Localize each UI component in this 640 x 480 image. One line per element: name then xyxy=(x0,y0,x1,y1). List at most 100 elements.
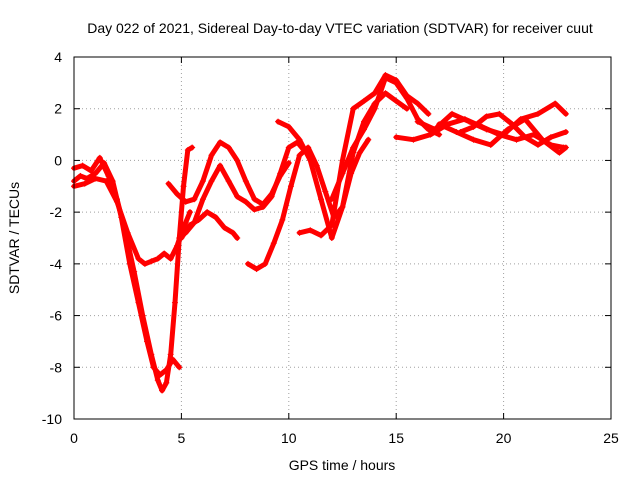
series-line xyxy=(178,209,240,241)
series-group xyxy=(71,72,569,394)
data-point xyxy=(487,141,494,148)
data-point xyxy=(199,196,206,203)
data-point xyxy=(547,134,554,141)
data-point xyxy=(322,188,329,195)
y-tick-label: 0 xyxy=(54,152,62,168)
data-point xyxy=(449,110,456,117)
data-point xyxy=(339,170,346,177)
data-point xyxy=(285,160,292,167)
data-point xyxy=(212,214,219,221)
data-point xyxy=(425,110,432,117)
data-point xyxy=(225,144,232,151)
data-point xyxy=(148,258,155,265)
series-line xyxy=(415,101,569,138)
data-point xyxy=(562,110,569,117)
data-point xyxy=(296,136,303,143)
data-point xyxy=(262,260,269,267)
chart-title: Day 022 of 2021, Sidereal Day-to-day VTE… xyxy=(87,20,593,36)
data-point xyxy=(350,144,357,151)
data-point xyxy=(251,196,258,203)
data-point xyxy=(178,235,185,241)
data-point xyxy=(165,180,172,187)
data-point xyxy=(92,170,99,177)
y-tick-label: -2 xyxy=(50,204,63,220)
ticks xyxy=(73,56,612,420)
data-point xyxy=(234,193,241,200)
data-point xyxy=(195,216,202,223)
series-line xyxy=(183,139,309,236)
data-point xyxy=(229,229,236,236)
data-point xyxy=(253,266,260,273)
data-point xyxy=(534,141,541,148)
data-point xyxy=(483,113,490,120)
plot-frame xyxy=(73,56,612,420)
data-point xyxy=(483,126,490,133)
data-point xyxy=(105,172,112,179)
y-tick-label: -4 xyxy=(50,256,63,272)
data-point xyxy=(124,229,131,236)
x-tick-label: 0 xyxy=(70,430,78,446)
data-point xyxy=(382,90,389,97)
data-point xyxy=(522,116,529,123)
data-point xyxy=(208,152,215,159)
x-axis-label: GPS time / hours xyxy=(289,457,396,473)
data-point xyxy=(496,110,503,117)
data-point xyxy=(148,351,155,358)
data-point xyxy=(414,118,421,125)
data-point xyxy=(466,118,473,125)
x-tick-label: 25 xyxy=(603,430,619,446)
data-point xyxy=(167,351,174,358)
data-point xyxy=(199,178,206,185)
data-point xyxy=(135,255,142,262)
data-point xyxy=(186,209,193,216)
data-point xyxy=(285,144,292,151)
data-point xyxy=(513,136,520,143)
series-trace-3 xyxy=(71,175,193,267)
data-point xyxy=(184,147,191,154)
data-point xyxy=(103,178,110,185)
data-point xyxy=(242,198,249,205)
data-point xyxy=(96,154,103,161)
x-tick-label: 5 xyxy=(178,430,186,446)
data-point xyxy=(427,131,434,138)
data-point xyxy=(339,157,346,164)
data-point xyxy=(217,139,224,146)
data-point xyxy=(234,235,241,241)
data-point xyxy=(534,110,541,117)
data-point xyxy=(279,216,286,223)
data-point xyxy=(88,167,95,174)
data-point xyxy=(522,134,529,141)
series-line xyxy=(71,145,195,394)
data-point xyxy=(509,121,516,128)
data-point xyxy=(174,191,181,198)
series-line xyxy=(71,176,193,267)
data-point xyxy=(234,157,241,164)
data-point xyxy=(182,198,189,205)
data-point xyxy=(350,105,357,112)
data-point xyxy=(154,255,161,262)
data-point xyxy=(556,149,563,156)
data-point xyxy=(167,255,174,262)
data-point xyxy=(393,134,400,141)
data-point xyxy=(176,364,183,371)
data-point xyxy=(339,203,346,210)
data-point xyxy=(457,128,464,135)
data-point xyxy=(270,240,277,247)
data-point xyxy=(159,387,166,394)
series-line xyxy=(71,160,182,378)
data-point xyxy=(163,379,170,386)
series-trace-6 xyxy=(178,209,241,241)
y-axis-label: SDTVAR / TECUs xyxy=(6,182,22,294)
data-point xyxy=(92,175,99,182)
data-point xyxy=(221,224,228,231)
y-tick-label: -6 xyxy=(50,308,63,324)
y-tick-label: 4 xyxy=(54,49,62,65)
y-tick-label: 2 xyxy=(54,101,62,117)
data-point xyxy=(403,105,410,112)
data-point xyxy=(182,219,189,226)
data-point xyxy=(244,260,251,267)
data-point xyxy=(393,79,400,86)
data-point xyxy=(277,170,284,177)
x-tick-labels: 0 5 10 15 20 25 xyxy=(70,430,619,446)
